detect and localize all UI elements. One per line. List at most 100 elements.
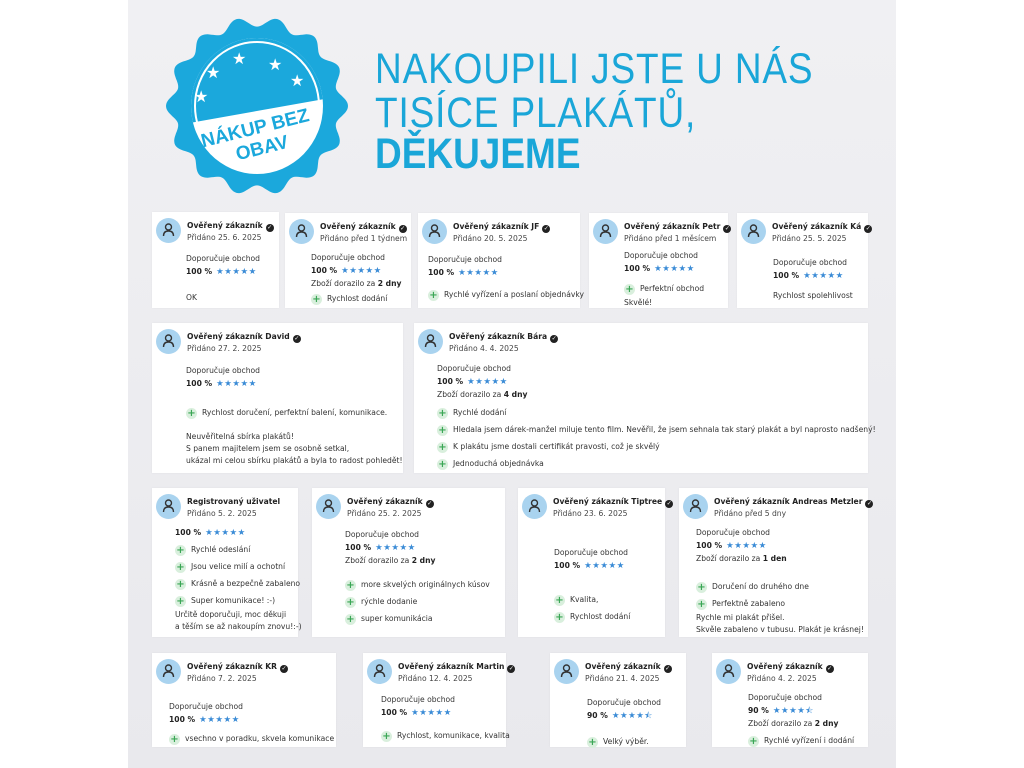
plus-icon: + <box>311 294 322 305</box>
rating-percent: 90 % <box>748 706 769 715</box>
star-rating-icon: ★★★★★ <box>205 528 246 538</box>
pro-item: + Rychlé odeslání <box>175 541 302 558</box>
svg-text:★: ★ <box>206 63 220 82</box>
recommend-label: Doporučuje obchod <box>381 695 455 704</box>
verified-check-icon: ✓ <box>292 335 301 343</box>
plus-icon: + <box>175 562 186 573</box>
review-card: Ověřený zákazník David ✓ Přidáno 27. 2. 20… <box>152 323 403 473</box>
reviewer-name-text: Registrovaný uživatel <box>187 497 281 506</box>
review-body: Doporučuje obchod 100 % ★★★★★ Zboží dorazil… <box>696 526 864 636</box>
review-body: Doporučuje obchod 100 % ★★★★★ OK <box>186 252 260 304</box>
plus-icon: + <box>437 425 448 436</box>
review-card: Ověřený zákazník ✓ Přidáno před 1 týdnem Do… <box>285 213 411 308</box>
user-icon <box>689 499 702 513</box>
review-body: Doporučuje obchod 90 % ★★★★⯪ Zboží dorazilo… <box>748 691 854 749</box>
review-body: Doporučuje obchod 90 % ★★★★⯪ + Velký výběr. <box>587 696 661 750</box>
user-icon <box>560 664 573 678</box>
plus-icon: + <box>587 737 598 748</box>
review-date: Přidáno 7. 2. 2025 <box>187 674 257 683</box>
recommend-label: Doporučuje obchod <box>437 364 511 373</box>
avatar <box>418 329 443 354</box>
review-date: Přidáno 12. 4. 2025 <box>398 674 473 683</box>
review-date: Přidáno 5. 2. 2025 <box>187 509 257 518</box>
rating-percent: 90 % <box>587 711 608 720</box>
delivery-time: Zboží dorazilo za 2 dny <box>748 717 854 730</box>
user-icon <box>295 224 308 238</box>
review-date: Přidáno 25. 5. 2025 <box>772 234 847 243</box>
review-card: Ověřený zákazník Andreas Metzler ✓ Přidáno… <box>679 488 874 637</box>
pro-item: + vsechno v poradku, skvela komunikace <box>169 730 334 747</box>
reviewer-name-text: Ověřený zákazník Bára <box>449 332 548 341</box>
plus-icon: + <box>437 408 448 419</box>
recommend-label: Doporučuje obchod <box>624 251 698 260</box>
pro-item: + Rychlé vyřízení a poslaní objednávky <box>428 286 584 303</box>
delivery-prefix: Zboží dorazilo za <box>696 554 761 563</box>
review-text: Neuvěřitelná sbírka plakátů! <box>186 432 294 441</box>
rating-percent: 100 % <box>773 271 800 280</box>
pro-text: Rychlé dodání <box>453 408 507 417</box>
rating: 100 % ★★★★★ <box>428 266 584 279</box>
reviewer-name: Ověřený zákazník ✓ <box>187 221 274 232</box>
rating: 90 % ★★★★⯪ <box>748 704 854 717</box>
review-text: Skvělé! <box>624 298 653 307</box>
verified-check-icon: ✓ <box>825 665 834 673</box>
rating-percent: 100 % <box>186 379 213 388</box>
delivery-time: Zboží dorazilo za 2 dny <box>311 277 401 290</box>
review-date: Přidáno před 1 měsícem <box>624 234 717 243</box>
plus-icon: + <box>345 614 356 625</box>
avatar <box>316 494 341 519</box>
delivery-value: 4 dny <box>503 390 528 399</box>
pro-text: Super komunikace! :-) <box>191 596 276 605</box>
rating-percent: 100 % <box>624 264 651 273</box>
pro-text: Rychlost dodání <box>570 612 631 621</box>
user-icon <box>322 499 335 513</box>
reviewer-name-text: Ověřený zákazník <box>585 662 661 671</box>
plus-icon: + <box>345 580 356 591</box>
user-icon <box>373 664 386 678</box>
star-rating-icon: ★★★★★ <box>216 267 257 277</box>
delivery-value: 2 dny <box>814 719 839 728</box>
review-body: Doporučuje obchod 100 % ★★★★★ Zboží dorazil… <box>311 251 401 307</box>
recommend-label: Doporučuje obchod <box>428 255 502 264</box>
pro-text: Rychlost, komunikace, kvalita <box>397 731 510 740</box>
review-card: Ověřený zákazník KR ✓ Přidáno 7. 2. 2025 Do… <box>152 653 336 747</box>
pro-text: Jsou velice milí a ochotní <box>191 562 286 571</box>
pro-text: Rychlost dodání <box>327 294 388 303</box>
review-body: Doporučuje obchod 100 % ★★★★★ Rychlost spol… <box>773 256 853 302</box>
plus-icon: + <box>169 734 180 745</box>
rating-percent: 100 % <box>175 528 202 537</box>
reviewer-name: Ověřený zákazník Andreas Metzler ✓ <box>714 497 874 508</box>
reviewer-name: Ověřený zákazník David ✓ <box>187 332 301 343</box>
rating-percent: 100 % <box>311 266 338 275</box>
delivery-prefix: Zboží dorazilo za <box>437 390 502 399</box>
reviewer-name-text: Ověřený zákazník Andreas Metzler <box>714 497 863 506</box>
pro-item: + Perfektní obchod <box>624 280 704 297</box>
delivery-time: Zboží dorazilo za 2 dny <box>345 554 490 567</box>
delivery-prefix: Zboží dorazilo za <box>345 556 410 565</box>
pro-item: + Rychlost dodání <box>311 290 401 307</box>
reviewer-name-text: Ověřený zákazník JF <box>453 222 540 231</box>
recommend-label: Doporučuje obchod <box>311 253 385 262</box>
headline-line2: TISÍCE PLAKÁTŮ, <box>375 89 697 137</box>
review-card: Ověřený zákazník Martin ✓ Přidáno 12. 4. 2… <box>363 653 516 747</box>
review-card: Ověřený zákazník ✓ Přidáno 21. 4. 2025 Dopo… <box>550 653 686 750</box>
plus-icon: + <box>624 284 635 295</box>
review-card: Ověřený zákazník ✓ Přidáno 4. 2. 2025 Dopor… <box>712 653 868 747</box>
plus-icon: + <box>345 597 356 608</box>
review-body: Doporučuje obchod 100 % ★★★★★ + Rychlost, ko… <box>381 693 510 744</box>
recommend-label: Doporučuje obchod <box>587 698 661 707</box>
pro-item: + Rychlé vyřízení i dodání <box>748 732 854 749</box>
review-card: Ověřený zákazník ✓ Přidáno 25. 6. 2025 Dopo… <box>152 212 279 308</box>
pro-text: Rychlost doručení, perfektní balení, kom… <box>202 408 388 417</box>
review-text: Rychle mi plakát přišel. <box>696 613 785 622</box>
pro-text: Krásně a bezpečně zabaleno <box>191 579 301 588</box>
avatar <box>554 659 579 684</box>
rating-percent: 100 % <box>428 268 455 277</box>
avatar <box>522 494 547 519</box>
rating: 100 % ★★★★★ <box>437 375 876 388</box>
reviewer-name-text: Ověřený zákazník David <box>187 332 290 341</box>
review-card: Ověřený zákazník JF ✓ Přidáno 20. 5. 2025 D… <box>418 213 584 308</box>
review-card: Ověřený zákazník Petr ✓ Přidáno před 1 měs… <box>589 213 732 308</box>
reviewer-name: Ověřený zákazník ✓ <box>320 222 407 233</box>
review-date: Přidáno 21. 4. 2025 <box>585 674 660 683</box>
